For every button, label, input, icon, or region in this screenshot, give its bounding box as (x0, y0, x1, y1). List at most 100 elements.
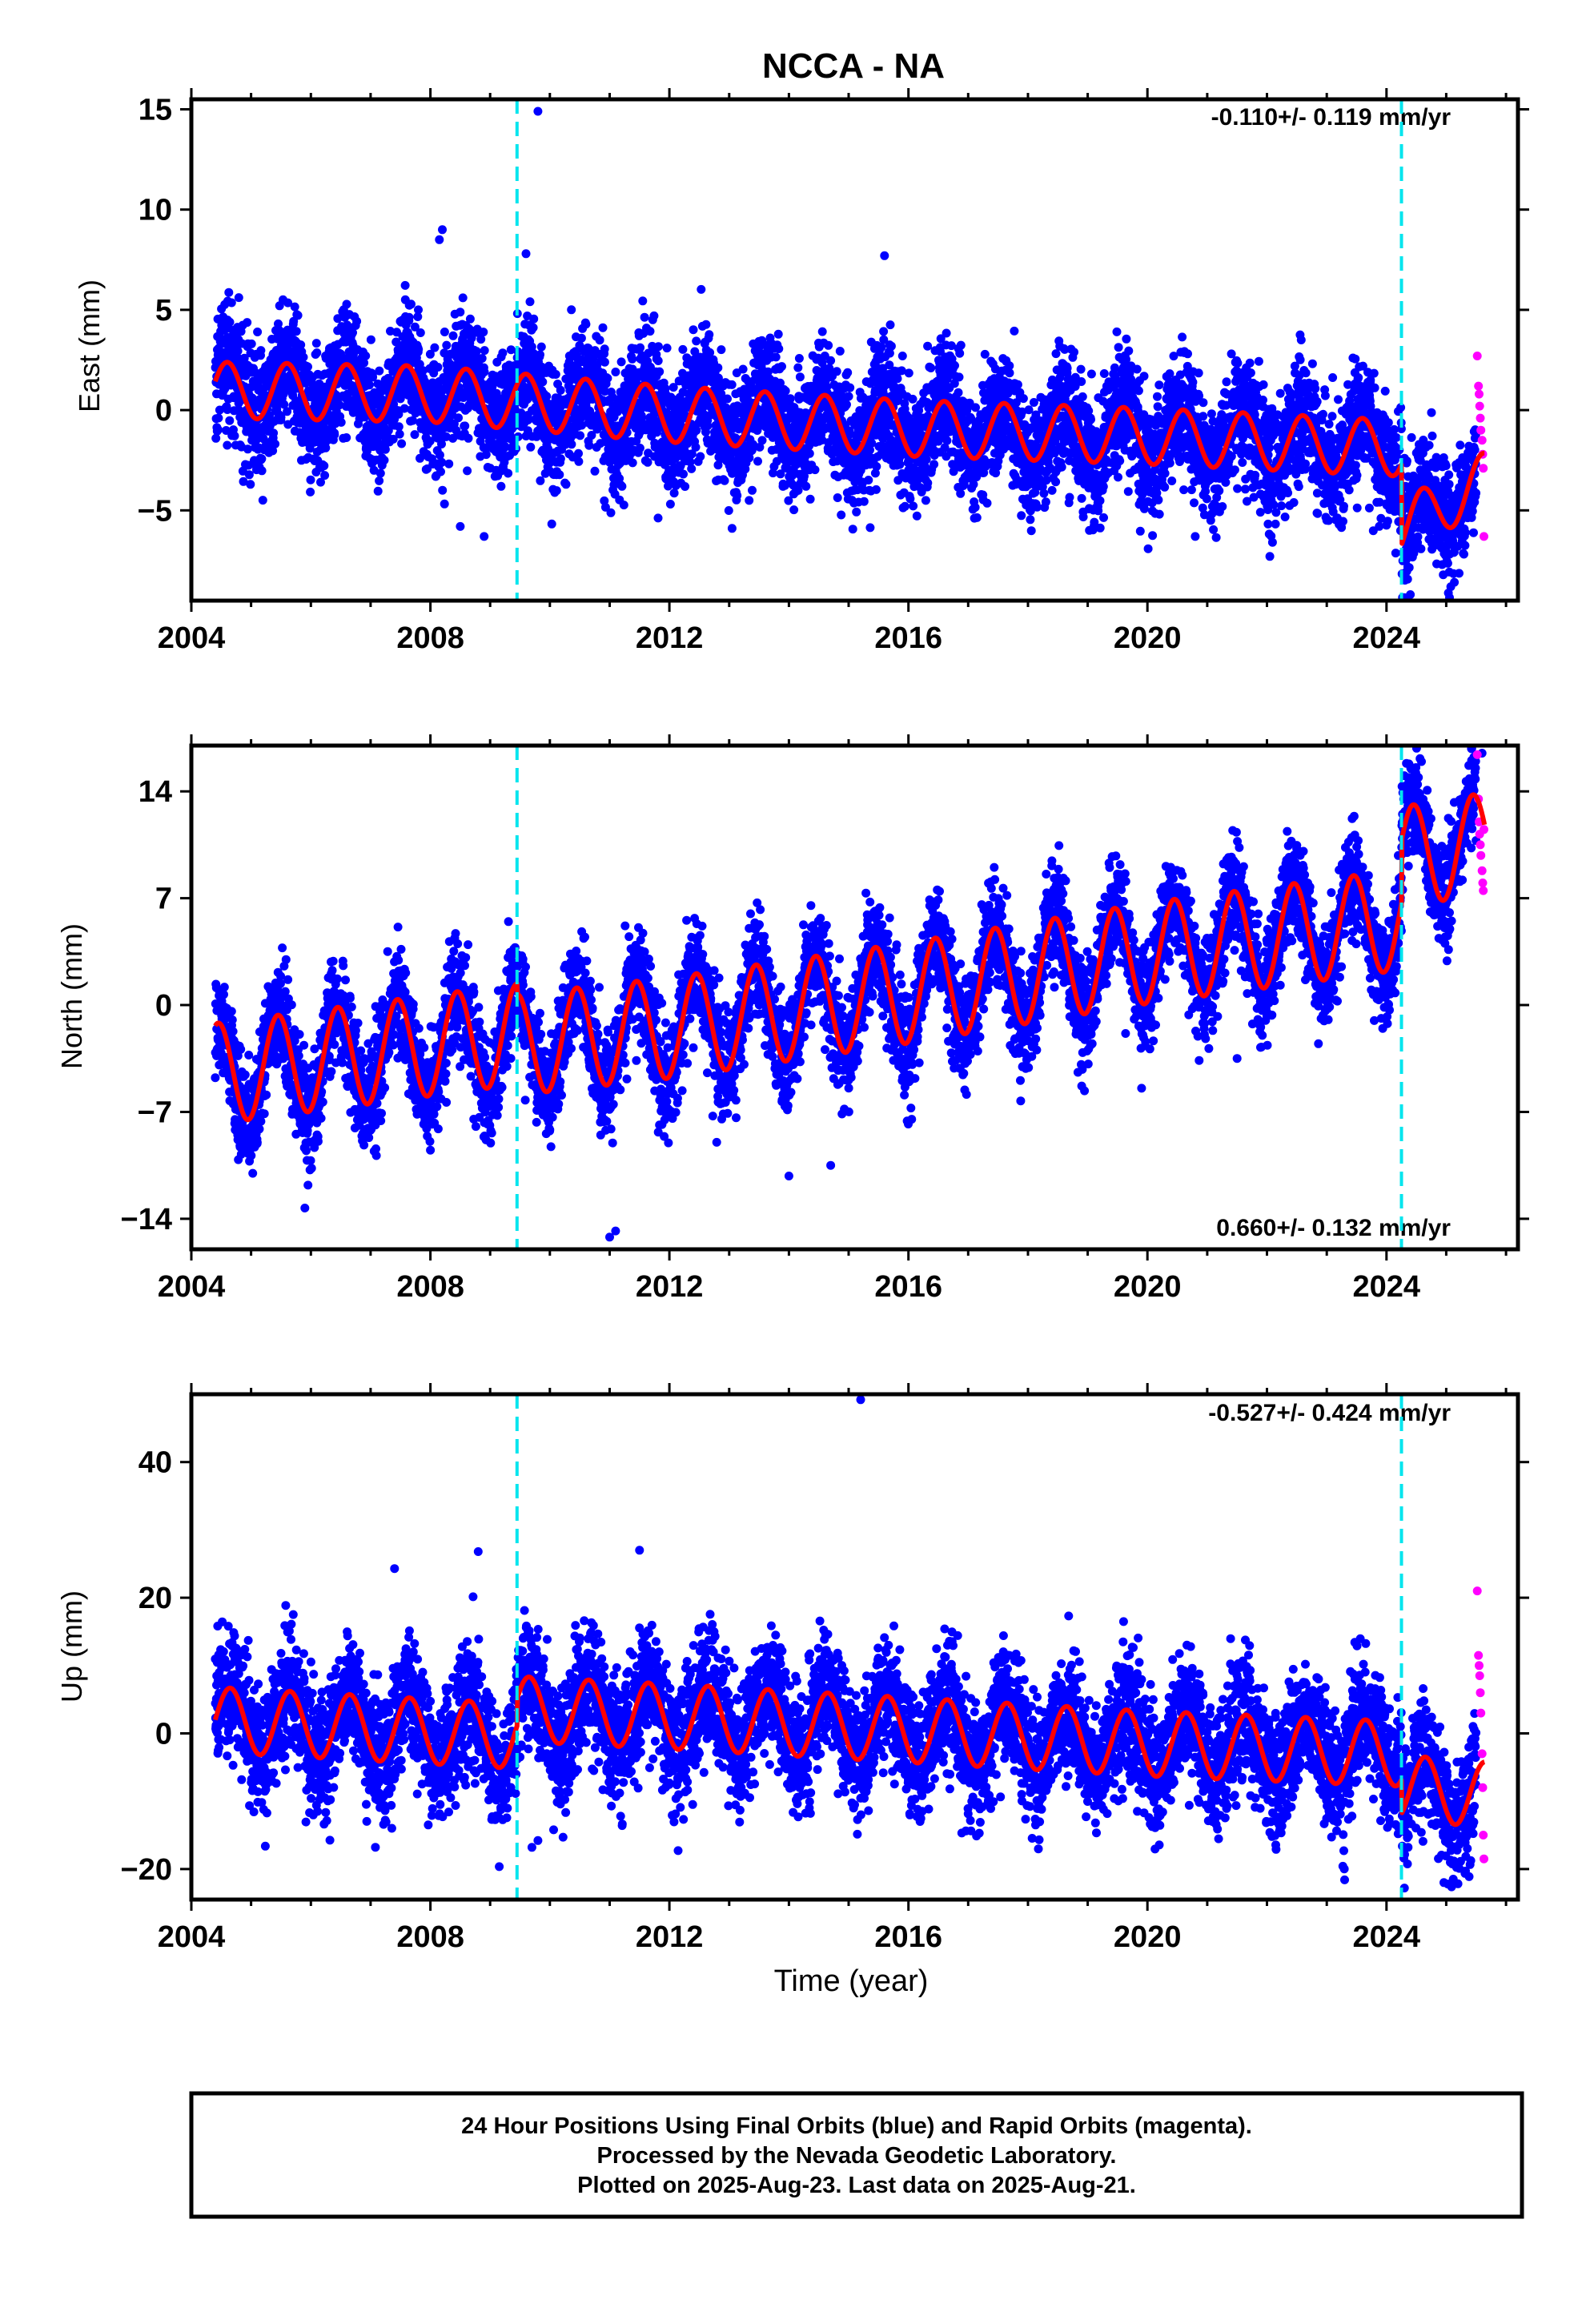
east-plot-frame (189, 97, 1520, 603)
east-xtick-label: 2008 (396, 621, 464, 655)
north-ylabel: North (mm) (55, 923, 88, 1069)
north-ytick-label: 14 (139, 775, 172, 809)
east-outlier-point (438, 225, 447, 235)
north-rapid-point (1472, 750, 1482, 759)
north-outlier-point (300, 1204, 310, 1212)
north-rapid-point (1480, 825, 1488, 834)
east-daily-positions (211, 280, 1481, 602)
east-outlier-point (435, 235, 444, 244)
up-rapid-point (1474, 1651, 1484, 1660)
north-rapid-point (1477, 866, 1487, 875)
north-panel: North (mm) 0.660+/- 0.132 mm/yr 2004 2008… (55, 734, 1529, 1304)
north-rate-annotation: 0.660+/- 0.132 mm/yr (1216, 1215, 1451, 1241)
east-xtick-label: 2024 (1353, 621, 1421, 655)
up-panel: Up (mm) -0.527+/- 0.424 mm/yr 2004 2008 20… (55, 1383, 1529, 1954)
up-outlier-point (533, 1835, 543, 1845)
north-outlier-point (784, 1172, 793, 1180)
east-xtick-label: 2004 (158, 621, 226, 655)
east-outlier-point (533, 107, 543, 116)
east-ytick-label: 5 (155, 294, 172, 328)
north-xtick-label: 2004 (158, 1270, 226, 1304)
up-outlier-point (1340, 1875, 1349, 1884)
east-xtick-label: 2016 (874, 621, 942, 655)
up-plot-frame (189, 1392, 1520, 1902)
up-rate-annotation: -0.527+/- 0.424 mm/yr (1208, 1400, 1451, 1426)
east-outlier-point (480, 532, 489, 541)
up-rapid-point (1477, 1749, 1487, 1759)
east-panel: East (mm) -0.110+/- 0.119 mm/yr 2004 2008… (73, 88, 1529, 655)
east-rapid-point (1479, 464, 1488, 473)
caption-line-2: Processed by the Nevada Geodetic Laborat… (597, 2143, 1117, 2169)
up-outlier-point (527, 1843, 536, 1852)
north-xtick-label: 2016 (874, 1270, 942, 1304)
north-outlier-point (1232, 1054, 1242, 1063)
east-outlier-point (456, 521, 465, 531)
east-ytick-label: −5 (138, 494, 172, 528)
east-ytick-label: 0 (155, 394, 172, 428)
east-rapid-point (1476, 425, 1486, 435)
up-rapid-point (1476, 1688, 1485, 1698)
up-ytick-label: 0 (155, 1718, 172, 1751)
east-outlier-point (880, 251, 889, 260)
x-axis-label: Time (year) (774, 1964, 929, 1998)
north-rapid-point (1476, 840, 1485, 850)
up-rapid-point (1479, 1831, 1488, 1839)
east-outlier-point (1406, 590, 1415, 599)
up-ylabel: Up (mm) (55, 1590, 88, 1703)
north-rapid-point (1476, 850, 1486, 860)
up-outlier-point (635, 1546, 644, 1555)
north-rapid-point (1478, 879, 1488, 887)
up-model-curve (213, 1675, 1487, 1827)
up-rapid-point (1472, 1586, 1482, 1596)
east-xtick-label: 2012 (636, 621, 704, 655)
caption-line-1: 24 Hour Positions Using Final Orbits (bl… (461, 2113, 1252, 2139)
up-outlier-point (856, 1395, 865, 1405)
up-ytick-label: 20 (139, 1582, 172, 1615)
north-xtick-label: 2020 (1114, 1270, 1182, 1304)
north-plot-frame (189, 743, 1520, 1252)
north-outlier-point (826, 1160, 836, 1170)
up-rapid-point (1478, 1783, 1488, 1792)
up-outlier-point (390, 1564, 400, 1574)
east-rapid-point (1474, 381, 1484, 391)
north-outlier-point (1077, 1081, 1086, 1091)
up-rapid-point (1476, 1708, 1486, 1718)
east-ytick-label: 15 (139, 94, 172, 127)
north-outlier-point (605, 1232, 614, 1242)
north-model-curve (213, 792, 1488, 1123)
east-outlier-point (521, 249, 531, 259)
north-ytick-label: −14 (121, 1203, 172, 1236)
up-xtick-label: 2016 (874, 1920, 942, 1954)
east-rate-annotation: -0.110+/- 0.119 mm/yr (1211, 104, 1452, 131)
up-xtick-label: 2008 (396, 1920, 464, 1954)
caption-box: 24 Hour Positions Using Final Orbits (bl… (189, 2091, 1524, 2219)
east-final-orbit-points (211, 107, 1481, 602)
up-xtick-label: 2024 (1353, 1920, 1421, 1954)
caption-frame (189, 2091, 1524, 2219)
caption-line-3: Plotted on 2025-Aug-23. Last data on 202… (577, 2173, 1136, 2198)
east-rapid-point (1476, 413, 1485, 423)
east-outlier-point (1191, 532, 1200, 541)
east-model-curve (213, 360, 1487, 546)
north-xtick-label: 2024 (1353, 1270, 1421, 1304)
up-rapid-point (1475, 1661, 1484, 1671)
figure-title: NCCA - NA (762, 46, 945, 86)
up-ytick-label: 40 (139, 1446, 172, 1480)
east-xtick-label: 2020 (1114, 621, 1182, 655)
up-xtick-label: 2004 (158, 1920, 226, 1954)
up-rapid-orbit-points (1472, 1586, 1488, 1864)
north-rapid-point (1479, 886, 1488, 895)
east-rapid-point (1480, 532, 1488, 541)
east-rapid-point (1475, 389, 1484, 399)
up-ytick-label: −20 (121, 1853, 172, 1887)
up-outlier-point (473, 1547, 483, 1556)
up-xtick-label: 2012 (636, 1920, 704, 1954)
up-xtick-label: 2020 (1114, 1920, 1182, 1954)
north-ytick-label: 7 (155, 883, 172, 916)
up-rapid-point (1475, 1671, 1484, 1680)
north-xtick-label: 2008 (396, 1270, 464, 1304)
east-ylabel: East (mm) (73, 279, 106, 412)
north-ytick-label: 0 (155, 989, 172, 1023)
north-ytick-label: −7 (138, 1096, 172, 1130)
